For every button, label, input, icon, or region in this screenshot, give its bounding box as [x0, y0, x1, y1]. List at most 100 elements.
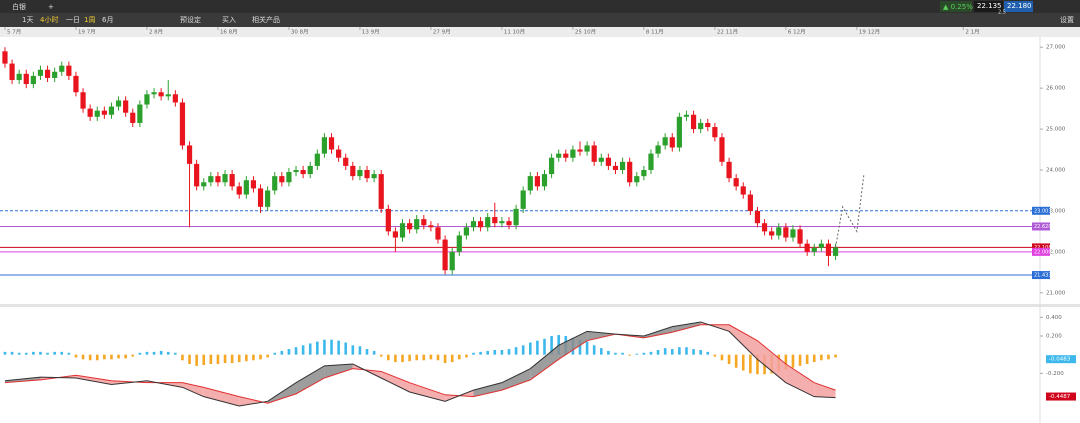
macd-bar: [663, 348, 667, 355]
macd-fill: [785, 364, 815, 397]
candle-body: [66, 65, 72, 76]
macd-bar: [713, 354, 717, 357]
candle-body: [719, 137, 725, 162]
macd-bar: [798, 354, 802, 366]
macd-tag-label: -0.0483: [1049, 357, 1071, 363]
macd-bar: [578, 339, 582, 355]
candle-body: [215, 176, 221, 183]
candle-body: [598, 157, 604, 162]
macd-bar: [706, 351, 710, 355]
settings[interactable]: 设置: [1060, 15, 1074, 24]
candle-body: [357, 170, 363, 177]
candle-body: [371, 174, 377, 179]
candle-body: [676, 116, 682, 148]
macd-bar: [287, 349, 291, 355]
candle-body: [726, 161, 732, 179]
candle-body: [690, 114, 697, 130]
candle-body: [179, 102, 186, 146]
candle-body: [208, 176, 214, 183]
macd-bar: [443, 354, 447, 364]
candle-body: [123, 100, 129, 113]
candle-body: [94, 110, 100, 117]
candle-body: [712, 127, 718, 138]
add-tab[interactable]: +: [48, 3, 54, 11]
buy-price[interactable]: 22.180: [1007, 2, 1032, 10]
candle-body: [811, 247, 817, 252]
candle-body: [456, 235, 462, 252]
macd-bar: [166, 351, 170, 355]
interval[interactable]: 4小时: [40, 15, 58, 24]
macd-bar: [280, 350, 284, 355]
toolbar: 白银 + ▲ 0.25% 22.135 22.180 2.5 设置 1天 4小时一…: [12, 1, 1074, 24]
macd-bar: [649, 351, 653, 355]
candle-body: [23, 73, 29, 85]
macd-bar: [145, 351, 149, 355]
macd-bar: [294, 347, 298, 355]
macd-bar: [472, 352, 475, 355]
candle-body: [151, 92, 157, 95]
macd-bar: [237, 354, 241, 363]
candle-body: [591, 145, 597, 162]
candle-body: [747, 194, 753, 211]
macd-bar: [521, 345, 525, 355]
candle-body: [804, 243, 810, 252]
macd-bar: [592, 345, 596, 355]
candle-body: [293, 170, 299, 173]
candle-body: [435, 227, 441, 240]
candle-body: [80, 92, 86, 109]
macd-bar: [188, 354, 191, 364]
macd-bar: [536, 340, 539, 355]
macd-bar: [621, 352, 624, 355]
y-tick-label: 23.000: [1046, 208, 1066, 214]
candle-body: [797, 229, 803, 244]
macd-bar: [273, 352, 277, 355]
macd-bar: [323, 339, 326, 355]
date-axis: [0, 27, 1080, 37]
candle-body: [250, 180, 257, 189]
macd-bar: [379, 354, 383, 357]
macd-bar: [812, 354, 816, 363]
macd-bar: [53, 351, 56, 355]
macd-tag: [1046, 392, 1076, 401]
x-tick-label: 6 12月: [788, 29, 806, 36]
candle-body: [137, 104, 143, 123]
candle-body: [229, 174, 235, 187]
menu-item[interactable]: 预设定: [180, 15, 201, 24]
candle-body: [378, 174, 384, 209]
candle-body: [144, 94, 150, 105]
macd-fill: [672, 322, 701, 333]
sell-box[interactable]: [974, 1, 1003, 12]
macd-bar: [692, 349, 695, 355]
macd-fill: [296, 365, 325, 394]
interval[interactable]: 6月: [102, 16, 113, 24]
candle-body: [761, 223, 768, 232]
macd-fill: [381, 371, 410, 392]
macd-bar: [734, 354, 738, 368]
menu-item[interactable]: 相关产品: [252, 15, 280, 24]
sell-price[interactable]: 22.135: [977, 2, 1002, 10]
buy-box[interactable]: [1004, 1, 1033, 12]
level-tag: [1032, 222, 1050, 231]
candle-body: [520, 190, 526, 209]
candle-body: [421, 219, 427, 226]
interval[interactable]: 1周: [84, 16, 95, 24]
menu-item[interactable]: 买入: [222, 16, 236, 24]
macd-bar: [635, 353, 639, 355]
candle-body: [754, 210, 761, 224]
interval[interactable]: 一日: [66, 16, 80, 24]
candle-body: [832, 247, 839, 256]
interval[interactable]: 1天: [22, 16, 33, 24]
x-tick-label: 13 9月: [362, 29, 380, 36]
macd-bar: [550, 336, 553, 355]
candle-body: [527, 176, 533, 191]
macd-bar: [46, 352, 49, 355]
candle-body: [52, 71, 58, 78]
candle-body: [115, 100, 122, 107]
candle-body: [655, 145, 661, 154]
candle-body: [790, 229, 796, 238]
candle-body: [783, 227, 789, 238]
level-label: 22.000: [1034, 249, 1052, 255]
x-tick-label: 30 8月: [291, 29, 309, 36]
candle-body: [158, 92, 164, 97]
candle-body: [705, 122, 711, 128]
